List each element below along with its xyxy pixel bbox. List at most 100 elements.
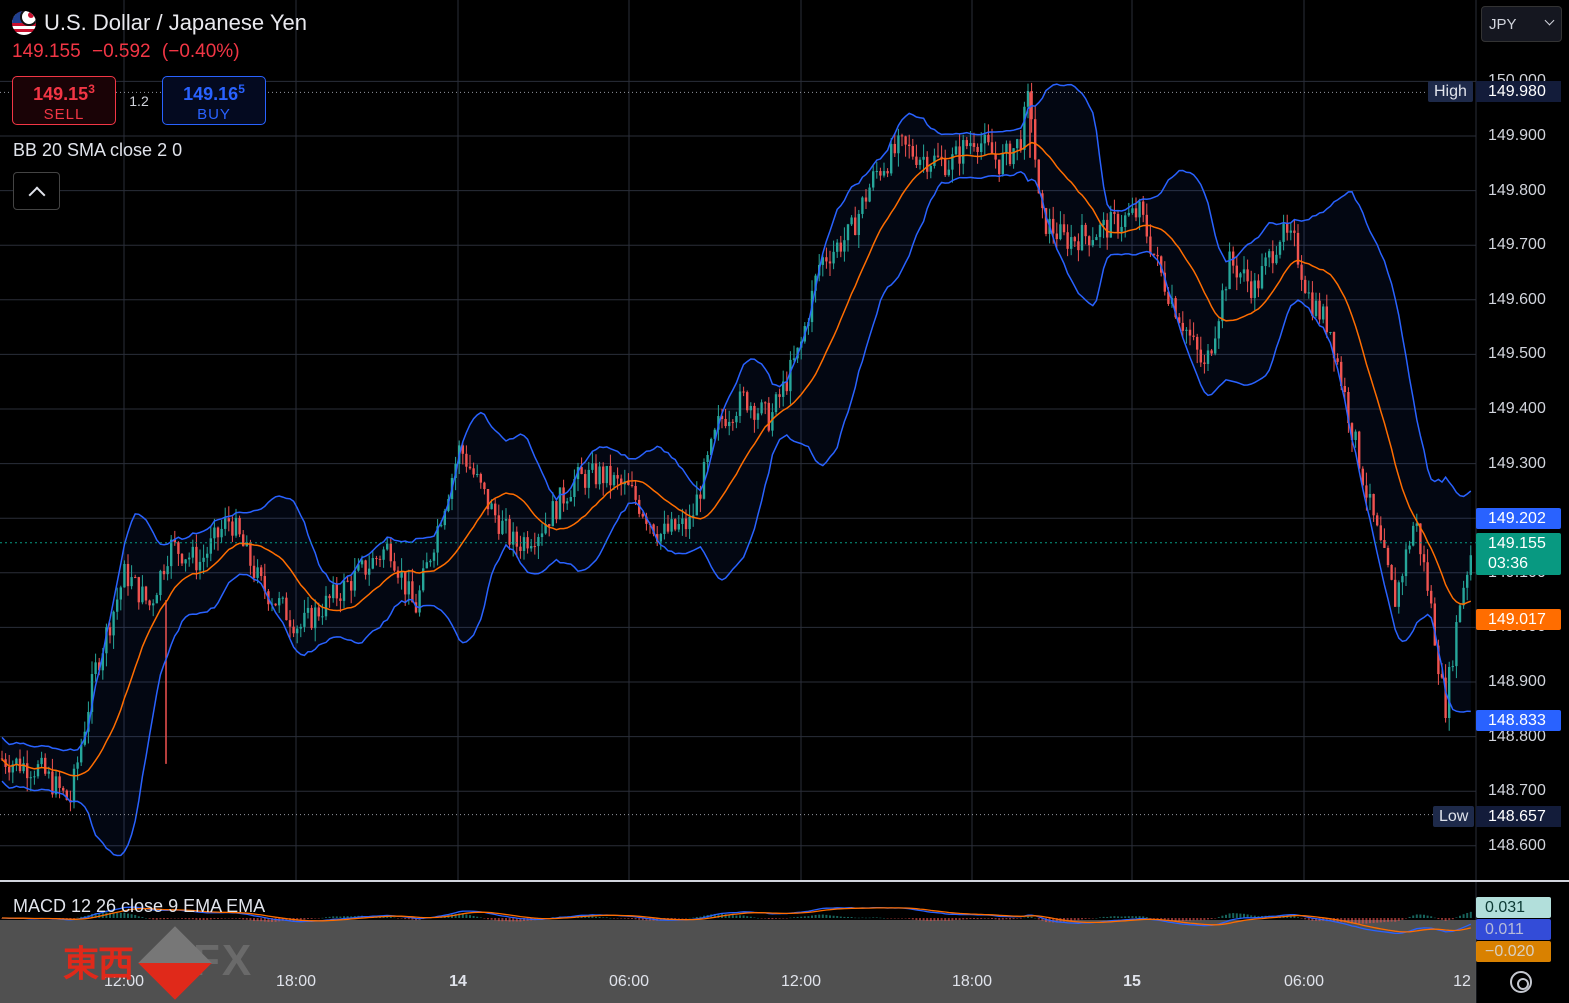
macd-histogram-bar <box>1426 915 1429 918</box>
macd-histogram-bar <box>1163 918 1166 921</box>
candle-body <box>1066 232 1069 249</box>
candle-body <box>926 156 929 172</box>
macd-histogram-bar <box>1084 918 1087 919</box>
macd-histogram-bar <box>616 918 619 919</box>
spread-value: 1.2 <box>129 92 149 109</box>
macd-histogram-bar <box>321 917 324 919</box>
candle-body <box>1055 233 1058 240</box>
candle-body <box>1102 219 1105 226</box>
macd-histogram-bar <box>1441 918 1443 920</box>
macd-histogram-bar <box>271 918 273 922</box>
candle-body <box>1275 254 1278 264</box>
macd-histogram-bar <box>479 917 482 918</box>
macd-histogram-bar <box>688 917 691 919</box>
macd-legend[interactable]: MACD 12 26 close 9 EMA EMA <box>13 896 266 916</box>
symbol-header: U.S. Dollar / Japanese Yen 149.155 −0.59… <box>12 8 307 63</box>
candle-body <box>1340 361 1343 387</box>
candle-body <box>1368 493 1372 498</box>
macd-histogram-bar <box>1005 918 1008 920</box>
macd-histogram-bar <box>400 918 403 919</box>
macd-histogram-bar <box>263 918 266 922</box>
candle-body <box>832 251 835 264</box>
settings-gear-icon[interactable] <box>1510 971 1532 993</box>
macd-histogram-tag: 0.031 <box>1476 897 1551 918</box>
bollinger-legend[interactable]: BB 20 SMA close 2 0 <box>13 140 183 160</box>
candle-body <box>101 653 104 671</box>
candle-body <box>1192 335 1195 337</box>
candle-body <box>1372 493 1375 516</box>
macd-histogram-bar <box>973 918 975 920</box>
candle-body <box>436 526 439 553</box>
macd-histogram-bar <box>713 913 716 918</box>
candle-body <box>951 154 954 170</box>
macd-line-tag: 0.011 <box>1476 919 1551 940</box>
candle-body <box>497 515 500 534</box>
candle-body <box>566 501 569 504</box>
collapse-legend-button[interactable] <box>13 172 60 210</box>
price-axis-tick: 149.900 <box>1488 127 1546 144</box>
candle-body <box>375 558 378 560</box>
candle-body <box>890 143 893 174</box>
candle-body <box>126 563 130 587</box>
macd-histogram-bar <box>1145 917 1148 918</box>
current-price-value: 149.155 <box>1488 535 1546 552</box>
macd-histogram-bar <box>343 916 345 918</box>
candle-body <box>933 155 936 166</box>
candle-body <box>26 763 29 779</box>
macd-histogram-bar <box>314 918 317 919</box>
candle-body <box>36 764 40 777</box>
macd-histogram-bar <box>771 918 774 920</box>
candle-body <box>962 140 965 164</box>
candle-body <box>216 527 220 538</box>
macd-histogram-bar <box>674 918 677 919</box>
candle-body <box>94 662 97 675</box>
candle-body <box>774 394 778 413</box>
candle-body <box>1214 338 1217 354</box>
macd-histogram-bar <box>1178 918 1181 922</box>
trade-panel: 149.153 SELL 1.2 149.165 BUY <box>12 76 266 125</box>
macd-histogram-bar <box>487 918 489 920</box>
symbol-title: U.S. Dollar / Japanese Yen <box>44 10 307 35</box>
macd-histogram-bar <box>235 918 237 919</box>
price-change: −0.592 <box>91 41 151 62</box>
macd-histogram-bar <box>1037 918 1040 920</box>
sell-button[interactable]: 149.153 SELL <box>12 76 116 125</box>
chevron-up-icon <box>28 186 45 204</box>
candle-body <box>90 674 94 712</box>
macd-histogram-bar <box>1423 914 1425 918</box>
candle-body <box>504 519 508 521</box>
buy-button[interactable]: 149.165 BUY <box>162 76 266 125</box>
macd-histogram-bar <box>915 918 918 921</box>
macd-histogram-bar <box>76 917 79 919</box>
macd-histogram-bar <box>184 918 187 920</box>
candle-body <box>1106 219 1109 238</box>
macd-histogram-bar <box>1156 918 1159 919</box>
candle-body <box>900 135 904 137</box>
macd-histogram-bar <box>1383 918 1386 923</box>
macd-histogram-bar <box>1358 918 1361 924</box>
candle-body <box>1156 254 1159 257</box>
currency-select[interactable]: JPY <box>1481 6 1562 42</box>
macd-histogram-bar <box>397 918 399 919</box>
candle-body <box>1084 224 1087 237</box>
candle-body <box>227 518 230 522</box>
macd-histogram-bar <box>627 918 630 919</box>
macd-histogram-bar <box>181 918 183 919</box>
macd-histogram-bar <box>803 916 806 918</box>
macd-histogram-bar <box>800 916 803 918</box>
macd-histogram-bar <box>213 918 216 919</box>
macd-histogram-bar <box>1437 918 1440 920</box>
macd-histogram-bar <box>890 918 893 919</box>
candle-body <box>432 552 436 561</box>
macd-histogram-bar <box>634 918 637 920</box>
macd-histogram-bar <box>1235 913 1238 918</box>
macd-histogram-bar <box>1167 918 1170 921</box>
candle-body <box>1358 431 1361 469</box>
macd-histogram-bar <box>818 914 821 918</box>
macd-histogram-bar <box>1451 918 1454 920</box>
chevron-down-icon <box>1544 15 1555 26</box>
candle-body <box>1296 232 1300 265</box>
candle-body <box>1070 237 1073 249</box>
macd-histogram-bar <box>1066 918 1069 922</box>
